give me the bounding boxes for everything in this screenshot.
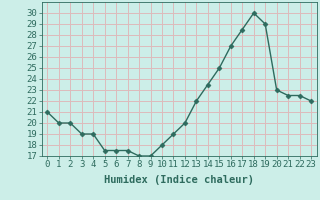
X-axis label: Humidex (Indice chaleur): Humidex (Indice chaleur)	[104, 175, 254, 185]
